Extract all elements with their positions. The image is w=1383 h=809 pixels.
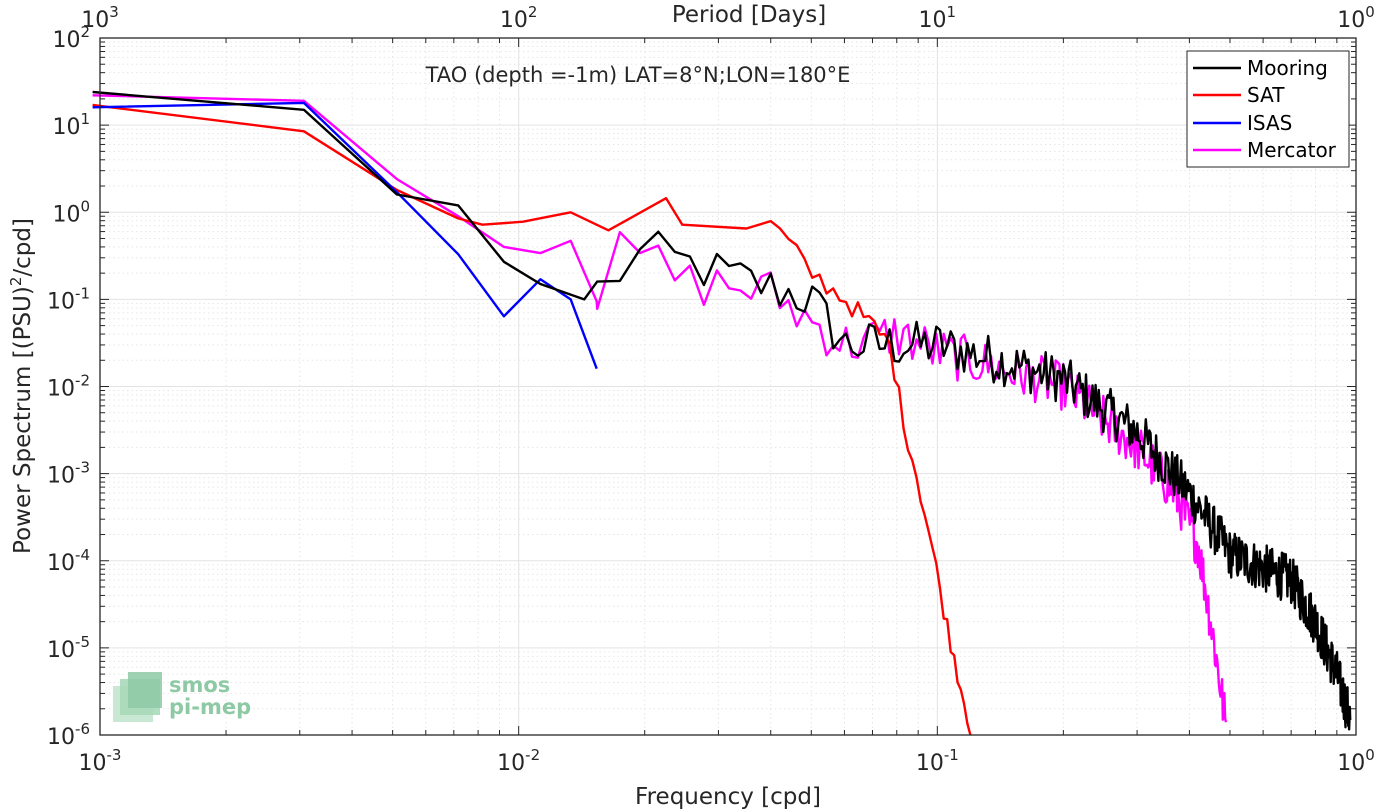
legend-label-sat: SAT bbox=[1247, 83, 1285, 107]
series-lines bbox=[92, 90, 1352, 736]
logo-wave-front bbox=[128, 672, 162, 708]
y-axis-label: Power Spectrum [(PSU)2/cpd] bbox=[7, 218, 36, 554]
x-axis-label: Frequency [cpd] bbox=[635, 784, 821, 809]
top-tick-label: 100 bbox=[1337, 3, 1375, 33]
y-tick-label: 100 bbox=[52, 197, 90, 227]
logo-text-smos: smos bbox=[169, 673, 230, 697]
y-tick-label: 10-1 bbox=[47, 284, 90, 314]
y-axis-label-tail: /cpd] bbox=[10, 218, 36, 277]
y-tick-label: 101 bbox=[52, 110, 90, 140]
y-tick-label: 10-5 bbox=[47, 633, 90, 663]
x-tick-label: 10-2 bbox=[497, 746, 540, 776]
smos-pi-mep-logo: smos pi-mep bbox=[113, 672, 251, 722]
legend-box bbox=[1186, 50, 1350, 168]
x-tick-label: 100 bbox=[1337, 746, 1375, 776]
series-line-sat bbox=[92, 103, 972, 736]
series-line-isas bbox=[92, 101, 598, 370]
y-tick-label: 10-4 bbox=[47, 546, 90, 576]
y-tick-label: 10-6 bbox=[47, 720, 90, 750]
y-tick-label: 102 bbox=[52, 23, 90, 53]
legend-label-isas: ISAS bbox=[1247, 111, 1292, 135]
legend-label-mercator: Mercator bbox=[1247, 138, 1337, 162]
top-tick-label: 103 bbox=[81, 3, 119, 33]
y-axis-label-main: Power Spectrum [(PSU) bbox=[10, 286, 36, 554]
top-tick-label: 102 bbox=[500, 3, 538, 33]
logo-text-pimep: pi-mep bbox=[169, 695, 251, 719]
legend: Mooring SAT ISAS Mercator bbox=[1186, 50, 1350, 168]
y-tick-label: 10-2 bbox=[47, 372, 90, 402]
legend-label-mooring: Mooring bbox=[1247, 56, 1328, 80]
x-tick-label: 10-3 bbox=[79, 746, 122, 776]
series-line-mooring bbox=[92, 90, 1352, 731]
y-tick-label: 10-3 bbox=[47, 459, 90, 489]
y-axis-label-sup: 2 bbox=[7, 277, 25, 287]
top-tick-label: 101 bbox=[919, 3, 957, 33]
chart-title: TAO (depth =-1m) LAT=8°N;LON=180°E bbox=[425, 63, 851, 87]
x-tick-label: 10-1 bbox=[916, 746, 959, 776]
top-axis-label: Period [Days] bbox=[672, 2, 826, 28]
